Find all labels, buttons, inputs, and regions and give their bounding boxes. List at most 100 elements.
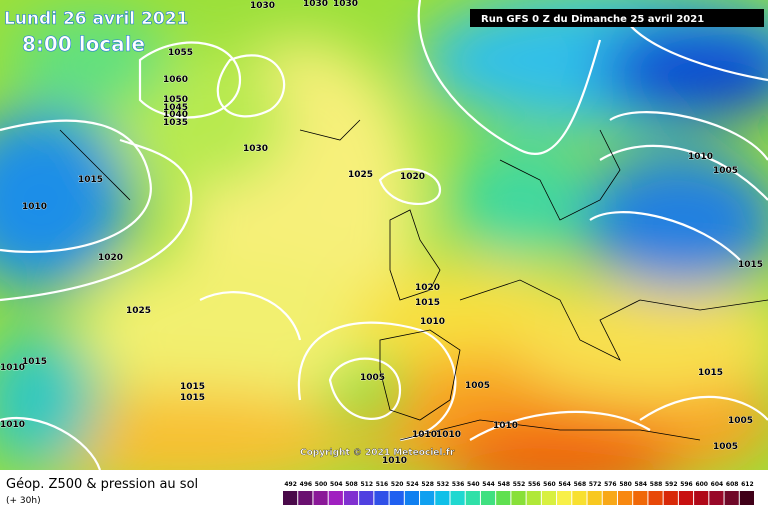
scale-label: 496	[300, 481, 313, 488]
isobar-label: 1055	[168, 48, 193, 58]
scale-label: 520	[391, 481, 404, 488]
isobar-label: 1015	[698, 368, 723, 378]
coastlines	[59, 119, 768, 441]
scale-swatch	[739, 491, 754, 505]
copyright: Copyright © 2021 Meteociel.fr	[300, 448, 455, 458]
scale-label: 564	[558, 481, 571, 488]
isobar-label: 1030	[303, 0, 328, 9]
scale-label: 532	[437, 481, 450, 488]
scale-label: 492	[284, 481, 297, 488]
scale-swatch	[663, 491, 678, 505]
isobar-label: 1010	[436, 430, 461, 440]
scale-label: 592	[665, 481, 678, 488]
date: Lundi 26 avril 2021	[4, 9, 188, 29]
scale-label: 612	[741, 481, 754, 488]
scale-label: 608	[726, 481, 739, 488]
scale-swatch	[694, 491, 709, 505]
isobar-label: 1005	[713, 442, 738, 452]
scale-swatch	[633, 491, 648, 505]
scale-swatch	[298, 491, 313, 505]
scale-swatch	[374, 491, 389, 505]
scale-label: 568	[574, 481, 587, 488]
scale-swatch	[709, 491, 724, 505]
scale-label: 560	[543, 481, 556, 488]
scale-swatch	[557, 491, 572, 505]
scale-swatch	[389, 491, 404, 505]
scale-swatch	[617, 491, 633, 505]
isobar-label: 1010	[382, 456, 407, 466]
isobar-label: 1010	[0, 420, 25, 430]
scale-label: 528	[421, 481, 434, 488]
isobar-label: 1010	[0, 363, 25, 373]
isobar-label: 1015	[22, 357, 47, 367]
scale-swatch	[343, 491, 359, 505]
legend-title: Géop. Z500 & pression au sol	[6, 477, 198, 492]
scale-label: 556	[528, 481, 541, 488]
scale-swatch	[328, 491, 343, 505]
scale-label: 596	[680, 481, 693, 488]
scale-label: 604	[711, 481, 724, 488]
run-box	[470, 9, 764, 27]
isobar-label: 1025	[348, 170, 373, 180]
scale-swatch	[511, 491, 526, 505]
scale-label: 512	[360, 481, 373, 488]
scale-swatch	[435, 491, 450, 505]
isobar-label: 1015	[415, 298, 440, 308]
isobar-label: 1015	[180, 393, 205, 403]
scale-label: 500	[315, 481, 328, 488]
scale-label: 572	[589, 481, 602, 488]
isobar-label: 1015	[78, 175, 103, 185]
isobar-label: 1045	[163, 103, 188, 113]
scale-swatch	[678, 491, 694, 505]
scale-label: 580	[619, 481, 632, 488]
isobar-label: 1030	[250, 1, 275, 11]
isobar-label: 1010	[493, 421, 518, 431]
isobar-label: 1020	[98, 253, 123, 263]
isobar-label: 1025	[126, 306, 151, 316]
scale-swatch	[541, 491, 557, 505]
isobar-label: 1015	[180, 382, 205, 392]
scale-label: 524	[406, 481, 419, 488]
scale-label: 600	[695, 481, 708, 488]
color-scale: 492 496 500 504 508 512 516 520 524 528 532 536 540 5…	[283, 481, 754, 505]
scale-label: 584	[635, 481, 648, 488]
scale-label: 576	[604, 481, 617, 488]
isobar-label: 1010	[688, 152, 713, 162]
isobar-label: 1035	[163, 118, 188, 128]
scale-swatch	[480, 491, 496, 505]
isobar-label: 1020	[415, 283, 440, 293]
scale-label: 588	[650, 481, 663, 488]
isobar-label: 1060	[163, 75, 188, 85]
scale-swatch	[587, 491, 602, 505]
isobar-label: 1015	[738, 260, 763, 270]
scale-swatch	[572, 491, 587, 505]
scale-swatch	[420, 491, 435, 505]
scale-swatch	[648, 491, 663, 505]
isobar-label: 1010	[22, 202, 47, 212]
isobar-label: 1010	[412, 430, 437, 440]
scale-swatch	[313, 491, 328, 505]
scale-swatch	[724, 491, 739, 505]
isobar-label: 1030	[243, 144, 268, 154]
scale-label: 540	[467, 481, 480, 488]
time: 8:00 locale	[22, 32, 145, 56]
isobar-label: 1005	[713, 166, 738, 176]
isobar-label: 1050	[163, 95, 188, 105]
scale-swatch	[496, 491, 511, 505]
scale-label: 536	[452, 481, 465, 488]
scale-swatch	[404, 491, 420, 505]
scale-label: 508	[345, 481, 358, 488]
scale-swatch	[283, 491, 298, 505]
scale-swatch	[450, 491, 465, 505]
scale-label: 552	[513, 481, 526, 488]
isobar-label: 1020	[400, 172, 425, 182]
run: Run GFS 0 Z du Dimanche 25 avril 2021	[481, 14, 704, 25]
scale-swatch	[465, 491, 480, 505]
isobars	[0, 0, 768, 470]
isobar-label: 1005	[360, 373, 385, 383]
scale-label: 516	[376, 481, 389, 488]
